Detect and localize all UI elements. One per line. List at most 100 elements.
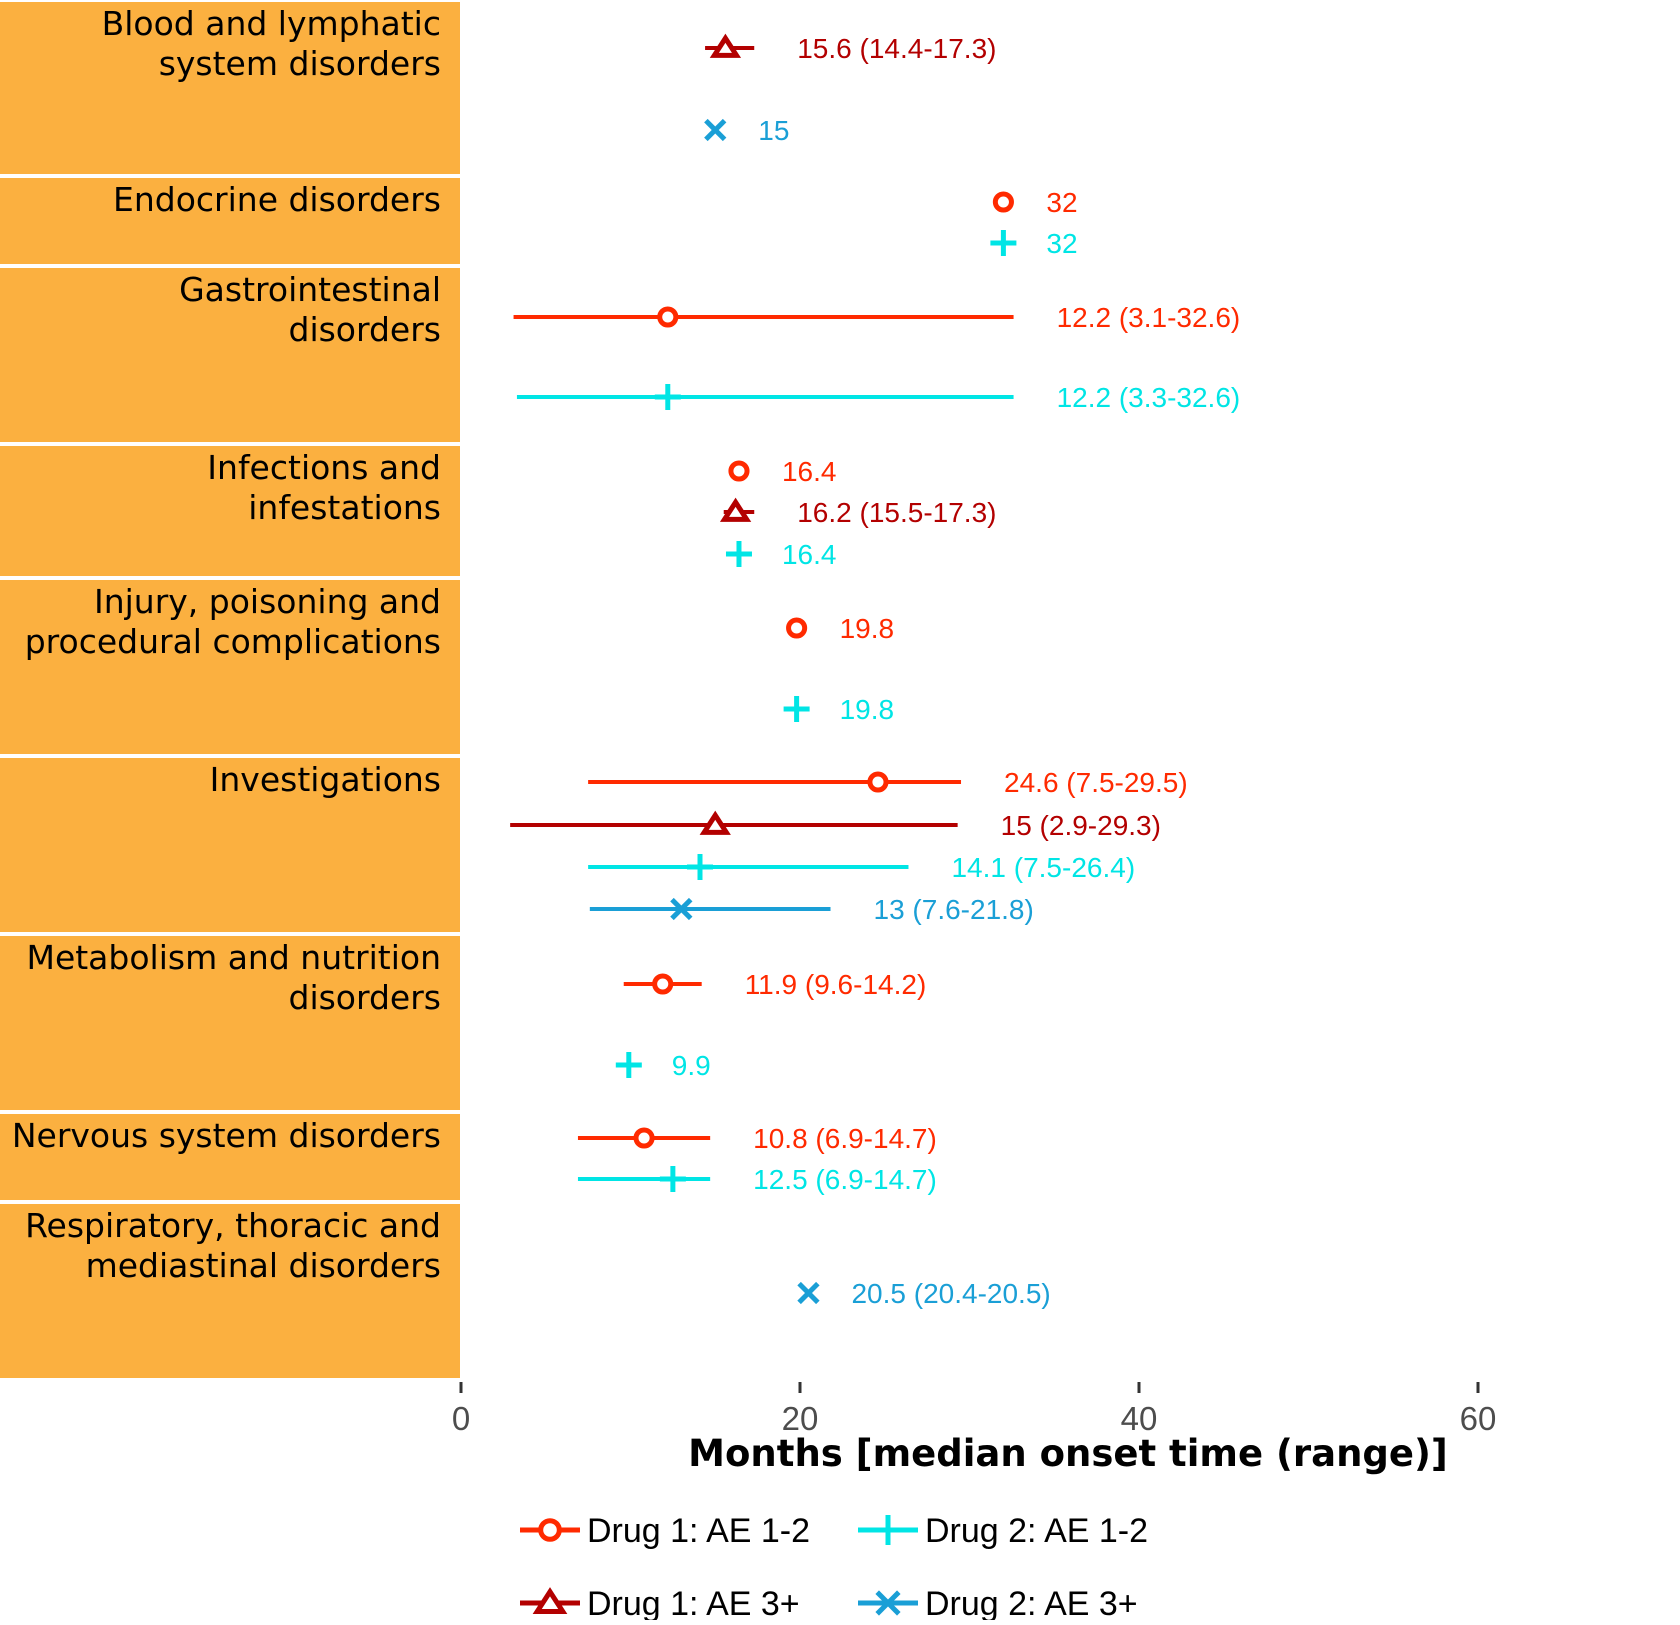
value-label: 13 (7.6-21.8) xyxy=(874,894,1034,925)
cross-marker-b xyxy=(670,897,693,921)
marker-circle-open xyxy=(633,1127,655,1149)
value-label: 24.6 (7.5-29.5) xyxy=(1004,767,1188,798)
circle-marker xyxy=(992,191,1014,213)
marker-plus xyxy=(783,696,810,722)
category-label: Nervous system disorders xyxy=(12,1116,441,1155)
category-label: procedural complications xyxy=(25,622,441,661)
category-label: Investigations xyxy=(210,760,441,799)
plot-marks: 15.6 (14.4-17.3) 15 32 32 12.2 (3.1-32.6) 12.… xyxy=(510,33,1240,1309)
category-label: Metabolism and nutrition xyxy=(26,938,441,977)
data-point: 12.2 (3.3-32.6) xyxy=(516,382,1241,413)
value-label: 15.6 (14.4-17.3) xyxy=(797,33,996,64)
data-point: 15 (2.9-29.3) xyxy=(510,810,1161,841)
circle-marker xyxy=(538,1518,562,1542)
data-point: 16.2 (15.5-17.3) xyxy=(719,497,996,528)
marker-plus xyxy=(615,1052,642,1078)
marker-circle-open xyxy=(652,973,674,995)
circle-marker xyxy=(867,771,889,793)
data-point: 14.1 (7.5-26.4) xyxy=(588,852,1135,883)
data-point: 32 xyxy=(990,228,1078,259)
category-label: disorders xyxy=(289,978,442,1017)
triangle-marker xyxy=(719,497,752,522)
marker-circle-open xyxy=(657,306,679,328)
value-label: 20.5 (20.4-20.5) xyxy=(851,1278,1050,1309)
data-point: 32 xyxy=(992,187,1078,218)
category-strip xyxy=(0,1114,460,1200)
data-point: 16.4 xyxy=(725,539,836,570)
cross-marker-b xyxy=(797,1281,820,1305)
legend-entry: Drug 2: AE 1-2 xyxy=(858,1512,1148,1550)
legend: Drug 1: AE 1-2 Drug 1: AE 3+ Drug 2: AE 1-… xyxy=(520,1512,1148,1623)
value-label: 15 xyxy=(758,115,789,146)
category-strip xyxy=(0,936,460,1110)
circle-marker xyxy=(657,306,679,328)
value-label: 10.8 (6.9-14.7) xyxy=(753,1123,937,1154)
category-label: system disorders xyxy=(159,44,441,83)
value-label: 9.9 xyxy=(672,1050,711,1081)
data-point: 9.9 xyxy=(615,1050,711,1081)
marker-cross xyxy=(670,897,693,921)
marker-circle-open xyxy=(992,191,1014,213)
category-label: Respiratory, thoracic and xyxy=(25,1206,441,1245)
x-tick-label: 40 xyxy=(1121,1400,1158,1437)
marker-cross xyxy=(704,118,727,142)
circle-marker xyxy=(728,460,750,482)
legend-entry: Drug 1: AE 3+ xyxy=(520,1585,800,1623)
marker-plus xyxy=(654,384,681,410)
marker-circle-open xyxy=(867,771,889,793)
circle-marker xyxy=(652,973,674,995)
cross-marker-b xyxy=(704,118,727,142)
data-point: 10.8 (6.9-14.7) xyxy=(577,1123,937,1154)
x-tick-label: 60 xyxy=(1460,1400,1497,1437)
triangle-marker xyxy=(709,33,742,58)
category-strip xyxy=(0,1204,460,1378)
data-point: 15 xyxy=(704,115,789,146)
triangle-marker xyxy=(699,810,731,835)
category-strip xyxy=(0,2,460,174)
cross-marker-b xyxy=(875,1590,901,1616)
value-label: 16.4 xyxy=(782,456,837,487)
marker-circle-open xyxy=(786,617,808,639)
value-label: 16.2 (15.5-17.3) xyxy=(797,497,996,528)
category-label: Infections and xyxy=(207,448,441,487)
value-label: 19.8 xyxy=(840,613,895,644)
data-point: 11.9 (9.6-14.2) xyxy=(623,969,927,1000)
value-label: 11.9 (9.6-14.2) xyxy=(745,969,927,1000)
value-label: 19.8 xyxy=(840,694,895,725)
data-point: 13 (7.6-21.8) xyxy=(589,894,1034,925)
category-label: Blood and lymphatic xyxy=(102,4,441,43)
legend-label: Drug 1: AE 3+ xyxy=(587,1585,800,1620)
legend-label: Drug 2: AE 1-2 xyxy=(925,1512,1148,1550)
x-axis-title: Months [median onset time (range)] xyxy=(688,1432,1448,1475)
data-point: 19.8 xyxy=(783,694,895,725)
marker-plus xyxy=(659,1166,686,1192)
legend-entry: Drug 1: AE 1-2 xyxy=(520,1512,810,1550)
value-label: 12.2 (3.1-32.6) xyxy=(1057,302,1241,333)
legend-label: Drug 2: AE 3+ xyxy=(925,1585,1138,1620)
triangle-marker xyxy=(532,1587,568,1614)
x-tick-label: 0 xyxy=(452,1400,470,1437)
category-strip xyxy=(0,758,460,932)
legend-entry: Drug 2: AE 3+ xyxy=(858,1585,1138,1623)
marker-plus xyxy=(686,854,713,880)
category-label: Gastrointestinal xyxy=(179,270,441,309)
x-tick-label: 20 xyxy=(782,1400,819,1437)
circle-marker xyxy=(633,1127,655,1149)
marker-cross xyxy=(875,1590,901,1616)
data-point: 20.5 (20.4-20.5) xyxy=(797,1278,1051,1309)
value-label: 15 (2.9-29.3) xyxy=(1001,810,1161,841)
data-point: 19.8 xyxy=(786,613,895,644)
value-label: 12.2 (3.3-32.6) xyxy=(1057,382,1241,413)
value-label: 12.5 (6.9-14.7) xyxy=(753,1164,937,1195)
category-label: Endocrine disorders xyxy=(113,180,441,219)
category-strip xyxy=(0,446,460,576)
marker-triangle-open xyxy=(699,810,731,835)
data-point: 12.2 (3.1-32.6) xyxy=(513,302,1241,333)
data-point: 24.6 (7.5-29.5) xyxy=(588,767,1188,798)
value-label: 32 xyxy=(1046,228,1077,259)
category-label: infestations xyxy=(248,488,441,527)
marker-circle-open xyxy=(538,1518,562,1542)
